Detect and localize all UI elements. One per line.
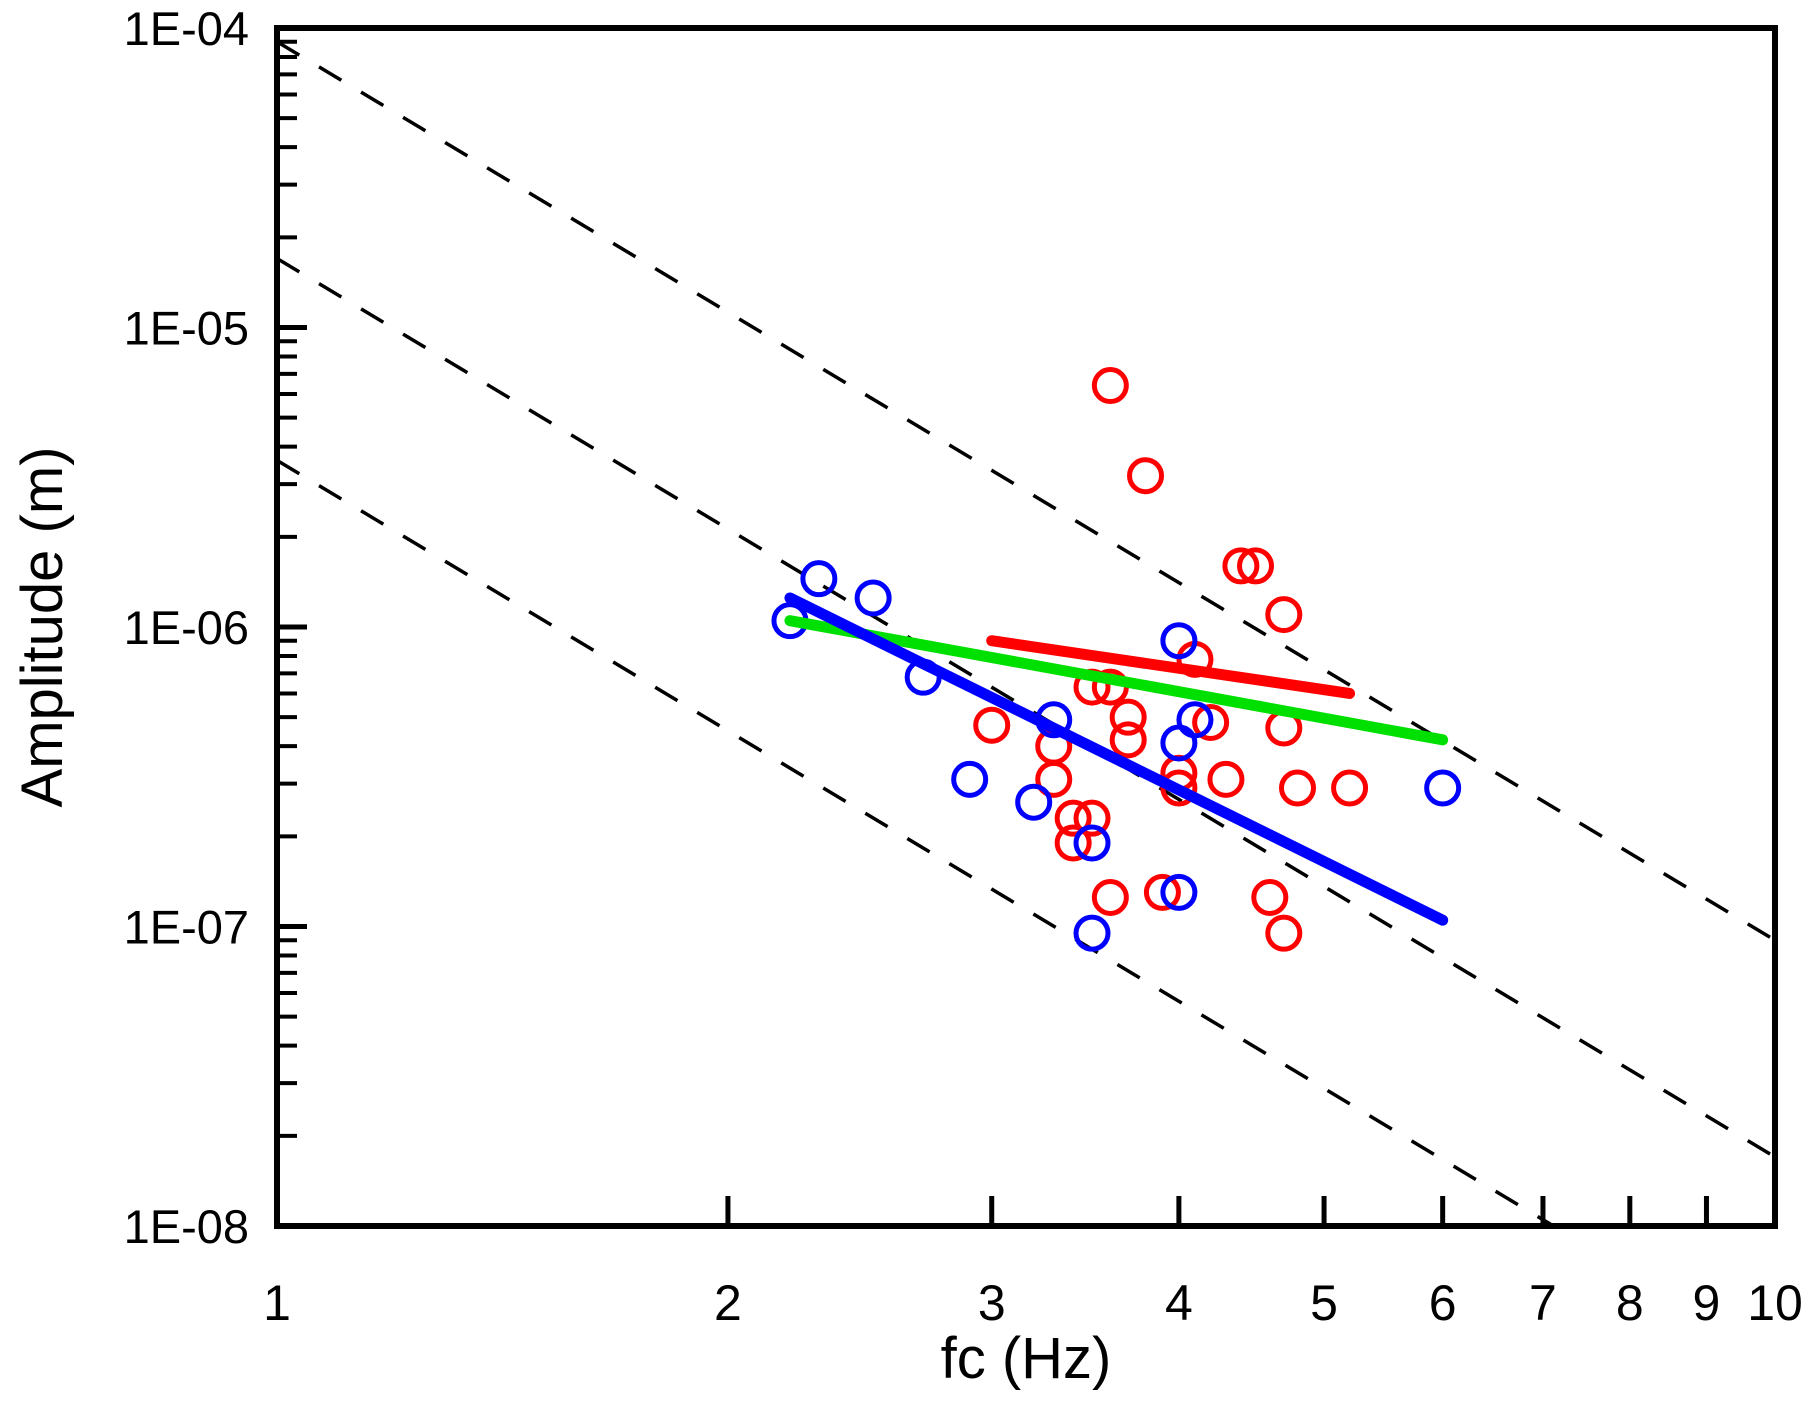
blue-events-point [1176, 701, 1214, 739]
red-events-point [1237, 547, 1275, 585]
red-events-point [1109, 721, 1147, 759]
blue-events-point [1160, 622, 1198, 660]
red-events-point [1054, 824, 1092, 862]
red-events-point [1192, 703, 1230, 741]
red-events-point [1035, 760, 1073, 798]
reference-line [277, 256, 1775, 1159]
red-events-point [1073, 799, 1111, 837]
x-tick-label: 8 [1616, 1275, 1644, 1331]
y-tick-label: 1E-05 [124, 302, 249, 355]
red-events-point [1091, 367, 1129, 405]
y-tick-label: 1E-04 [124, 2, 249, 55]
red-events-point [1143, 873, 1181, 911]
y-tick-label: 1E-08 [124, 1200, 249, 1253]
red-events-point [1278, 769, 1316, 807]
blue-events-point [1424, 769, 1462, 807]
red-events-point [1054, 799, 1092, 837]
blue-events-point [1073, 824, 1111, 862]
x-tick-label: 7 [1529, 1275, 1557, 1331]
y-tick-label: 1E-07 [124, 901, 249, 954]
red-events-point [1109, 698, 1147, 736]
blue-events-point [1160, 873, 1198, 911]
red-events-point [1222, 547, 1260, 585]
y-tick-label: 1E-06 [124, 601, 249, 654]
blue-fit-line [784, 592, 1449, 926]
x-tick-label: 5 [1310, 1275, 1338, 1331]
x-tick-label: 9 [1693, 1275, 1721, 1331]
x-tick-label: 1 [263, 1275, 291, 1331]
blue-events-point [800, 560, 838, 598]
y-axis-title: Amplitude (m) [10, 447, 75, 808]
x-tick-label: 2 [714, 1275, 742, 1331]
red-events-point [1207, 760, 1245, 798]
red-events-point [1091, 878, 1129, 916]
green-fit-line [784, 615, 1449, 746]
red-events-point [1265, 914, 1303, 952]
red-events-point [1265, 596, 1303, 634]
reference-line [277, 40, 1775, 942]
red-fit-line [986, 635, 1356, 699]
axes [274, 25, 1778, 1229]
x-tick-label: 10 [1747, 1275, 1803, 1331]
blue-events-point [1160, 724, 1198, 762]
x-axis-title: fc (Hz) [941, 1326, 1112, 1391]
blue-events-point [1073, 914, 1111, 952]
blue-events-point [854, 579, 892, 617]
blue-events-point [951, 760, 989, 798]
x-tick-label: 3 [978, 1275, 1006, 1331]
plot-border [274, 25, 1778, 1229]
x-tick-label: 4 [1165, 1275, 1193, 1331]
data-points [771, 367, 1462, 952]
red-events-point [1127, 457, 1165, 495]
red-events-point [1251, 878, 1289, 916]
red-events-point [973, 706, 1011, 744]
red-events-point [1331, 769, 1369, 807]
reference-dashed-lines [277, 40, 1775, 1226]
fit-lines [784, 592, 1449, 926]
blue-events-point [1015, 783, 1053, 821]
x-tick-label: 6 [1429, 1275, 1457, 1331]
axis-tick-labels: 1 2 3 4 5 6 7 8 9 10 1E-04 1E-05 1E-06 1E-07 1E-08 [124, 2, 1803, 1331]
